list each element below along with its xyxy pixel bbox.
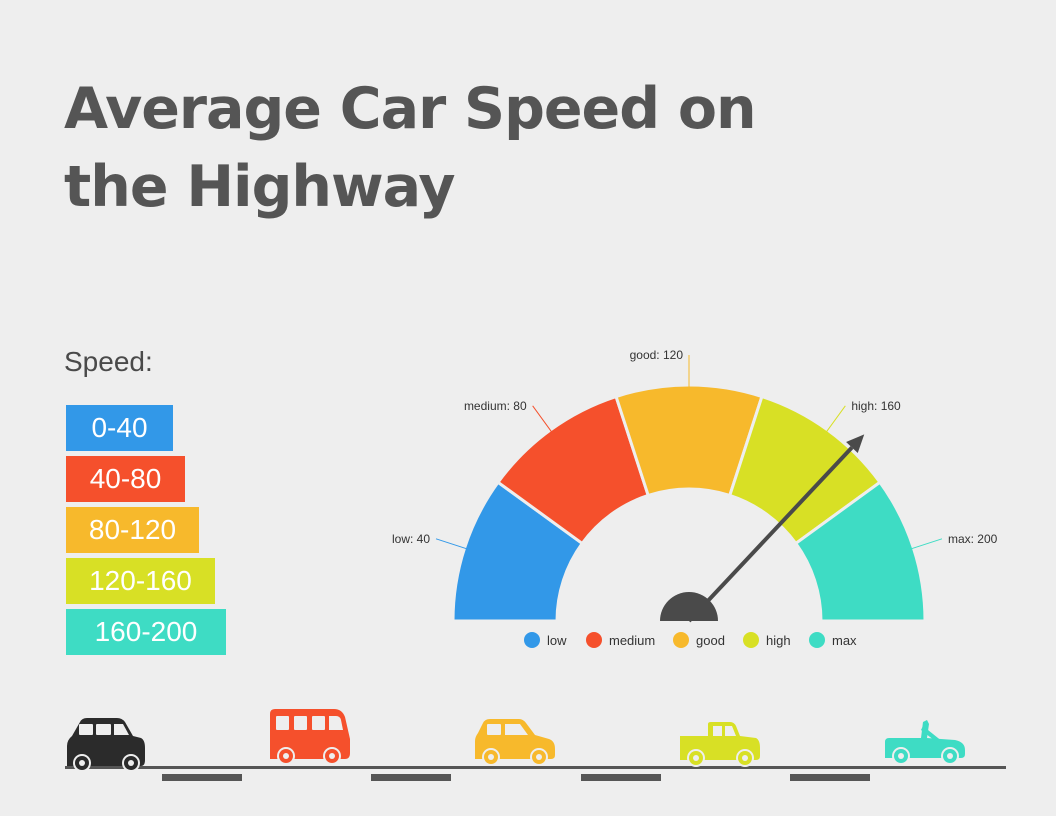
gauge-leader-max (909, 538, 943, 550)
legend-label-good: good (696, 633, 725, 648)
lane-marking (162, 774, 242, 781)
legend-label-max: max (832, 633, 857, 648)
gauge-segment-max (793, 480, 927, 623)
hatchback-icon (475, 719, 555, 766)
legend-swatch-good (673, 632, 689, 648)
gauge-label-medium: medium: 80 (464, 399, 527, 413)
gauge-label-max: max: 200 (948, 532, 998, 546)
lane-marking (371, 774, 451, 781)
gauge-label-good: good: 120 (630, 348, 684, 362)
legend-label-medium: medium (609, 633, 655, 648)
pickup-icon (680, 722, 760, 767)
page-title: Average Car Speed on the Highway (64, 76, 757, 220)
legend-swatch-medium (586, 632, 602, 648)
convertible-icon (885, 720, 965, 765)
legend-label-high: high (766, 633, 791, 648)
gauge-needle-arrowhead (846, 434, 865, 453)
gauge-needle-hub (660, 592, 718, 621)
speed-legend-heading: Speed: (64, 346, 153, 377)
gauge-leader-low (435, 538, 469, 550)
legend-label-low: low (547, 633, 567, 648)
speed-range-120-160: 120-160 (66, 558, 215, 604)
lane-marking (581, 774, 661, 781)
speed-range-40-80: 40-80 (66, 456, 185, 502)
legend-swatch-low (524, 632, 540, 648)
speed-range-160-200: 160-200 (66, 609, 226, 655)
gauge-label-low: low: 40 (392, 532, 430, 546)
suv-icon (67, 718, 145, 772)
speed-range-80-120: 80-120 (66, 507, 199, 553)
gauge-label-high: high: 160 (851, 399, 901, 413)
gauge-needle-line (687, 446, 854, 623)
van-icon (270, 709, 350, 765)
lane-marking (790, 774, 870, 781)
speed-range-0-40: 0-40 (66, 405, 173, 451)
road-line (65, 766, 1006, 769)
legend-swatch-high (743, 632, 759, 648)
gauge-leader-medium (532, 405, 554, 434)
legend-swatch-max (809, 632, 825, 648)
gauge-leader-high (824, 405, 846, 434)
